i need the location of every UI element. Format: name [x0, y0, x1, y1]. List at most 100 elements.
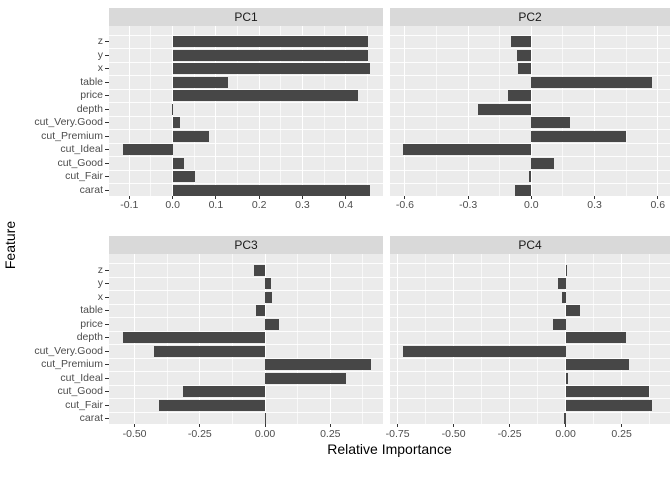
gridline-row: [109, 183, 383, 185]
y-axis-label-depth: depth: [76, 331, 103, 343]
gridline-row: [109, 88, 383, 90]
gridline-major: [345, 25, 347, 196]
y-axis-label-cut-fair: cut_Fair: [65, 170, 103, 182]
x-tick-label: -0.25: [187, 427, 212, 440]
y-tick-mark: [104, 323, 109, 325]
x-tick-mark: [453, 424, 455, 427]
x-tick-label: 0.6: [650, 199, 666, 211]
bar-pc3-price: [265, 318, 280, 330]
gridline-major: [453, 254, 455, 424]
y-tick-mark: [104, 377, 109, 379]
gridline-row: [390, 34, 670, 36]
x-tick-mark: [404, 195, 406, 199]
gridline-row: [390, 303, 670, 305]
gridline-major: [404, 25, 406, 196]
y-tick-mark: [104, 122, 109, 123]
x-tick-label: 0.2: [251, 199, 267, 211]
gridline-row: [109, 371, 383, 373]
y-axis-label-carat: carat: [79, 412, 103, 424]
gridline-row: [390, 330, 670, 332]
y-axis-label-cut-very-good: cut_Very.Good: [34, 116, 103, 128]
facet-panel-pc4: [390, 254, 670, 424]
y-axis-label-cut-good: cut_Good: [57, 385, 103, 397]
facet-panel-pc3: [109, 254, 383, 424]
y-tick-mark: [104, 149, 109, 150]
gridline-row: [390, 142, 670, 144]
gridline-major: [172, 25, 174, 196]
x-tick-label: -0.50: [122, 427, 147, 440]
x-tick-label: 0.25: [611, 427, 632, 440]
x-tick-mark: [594, 195, 596, 199]
gridline-row: [390, 384, 670, 386]
bar-pc3-depth: [122, 332, 266, 343]
y-tick-mark: [104, 310, 109, 311]
y-axis-label-depth: depth: [76, 102, 103, 115]
bar-pc2-table: [531, 76, 652, 88]
bar-pc4-y: [558, 278, 566, 289]
bar-pc3-table: [255, 305, 266, 316]
y-tick-mark: [104, 189, 109, 191]
gridline-row: [390, 88, 670, 90]
facet-strip-pc4: PC4: [390, 236, 670, 254]
gridline-row: [109, 290, 383, 292]
x-tick-label: 0.25: [320, 427, 341, 440]
gridline-major: [397, 254, 399, 424]
x-tick-label: -0.3: [459, 199, 478, 211]
x-tick-mark: [621, 424, 623, 427]
bar-pc1-cut-very-good: [172, 117, 180, 128]
bar-pc1-cut-ideal: [122, 144, 173, 155]
x-tick-mark: [264, 424, 266, 427]
gridline-minor: [237, 25, 239, 196]
bar-pc2-y: [516, 49, 532, 61]
gridline-row: [109, 344, 383, 346]
y-axis-label-price: price: [80, 317, 103, 330]
bar-pc4-carat: [564, 413, 566, 424]
y-tick-mark: [104, 364, 109, 365]
bar-pc4-table: [565, 305, 580, 316]
gridline-major: [258, 25, 260, 196]
gridline-row: [390, 276, 670, 278]
bar-pc1-cut-fair: [172, 171, 195, 182]
gridline-minor: [150, 25, 152, 196]
bar-pc1-z: [172, 36, 369, 47]
y-axis-label-cut-premium: cut_Premium: [41, 358, 103, 370]
bar-pc3-cut-good: [183, 386, 266, 397]
bar-pc2-depth: [478, 103, 532, 115]
gridline-major: [467, 25, 469, 196]
gridline-row: [109, 34, 383, 36]
x-tick-label: -0.6: [395, 199, 414, 211]
bar-pc4-cut-fair: [565, 399, 652, 411]
x-tick-mark: [329, 424, 331, 427]
y-tick-mark: [104, 176, 109, 177]
gridline-row: [390, 183, 670, 185]
gridline-row: [390, 169, 670, 171]
x-tick-mark: [215, 195, 217, 199]
gridline-row: [109, 411, 383, 413]
facet-strip-pc2: PC2: [390, 8, 670, 26]
y-tick-mark: [104, 269, 109, 271]
y-tick-mark: [104, 135, 109, 137]
bar-pc4-x: [562, 291, 566, 303]
bar-pc2-cut-fair: [528, 171, 532, 182]
gridline-row: [109, 61, 383, 63]
gridline-row: [109, 317, 383, 319]
gridline-row: [390, 411, 670, 413]
x-tick-label: 0.3: [295, 199, 310, 211]
y-axis-label-y: y: [97, 48, 103, 61]
gridline-major: [128, 25, 130, 196]
gridline-row: [390, 102, 670, 104]
gridline-row: [390, 317, 670, 319]
bar-pc2-cut-good: [531, 157, 554, 169]
x-tick-mark: [509, 424, 511, 427]
facet-panel-pc2: [390, 25, 670, 196]
y-axis-label-y: y: [97, 277, 103, 289]
gridline-row: [109, 169, 383, 171]
gridline-row: [390, 115, 670, 117]
gridline-row: [390, 344, 670, 346]
gridline-row: [109, 398, 383, 400]
gridline-row: [390, 129, 670, 131]
y-axis-label-cut-very-good: cut_Very.Good: [34, 344, 103, 357]
gridline-row: [390, 61, 670, 63]
y-axis-label-cut-premium: cut_Premium: [41, 129, 103, 142]
bar-pc4-depth: [565, 332, 626, 343]
